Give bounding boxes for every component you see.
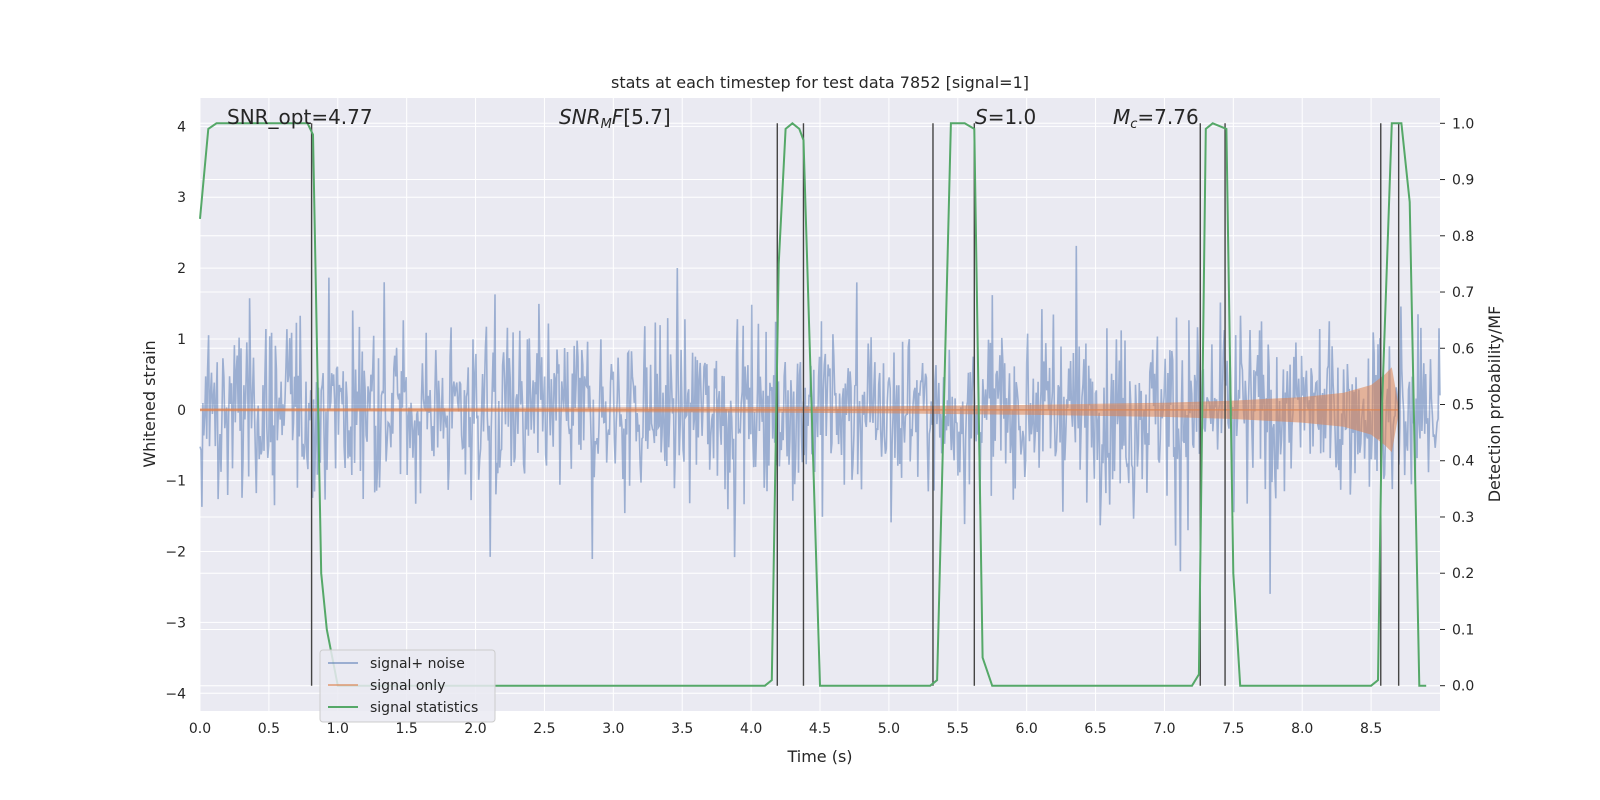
snr-mf-annotation: SNRMF[5.7] bbox=[559, 105, 671, 132]
x-tick-label: 5.5 bbox=[947, 721, 969, 737]
x-axis-label: Time (s) bbox=[786, 747, 852, 766]
y2-axis-ticks: 1.0 0.9 0.8 0.7 0.6 0.5 0.4 0.3 0.2 0.1 0.0 bbox=[1440, 116, 1474, 695]
signal-noise-line bbox=[199, 245, 1441, 594]
y-tick-label: 1 bbox=[177, 332, 186, 348]
mc-annotation: Mc=7.76 bbox=[1113, 105, 1199, 132]
y2-tick-label: 0.7 bbox=[1452, 285, 1474, 301]
y-tick-label: 0 bbox=[177, 403, 186, 419]
snr-opt-annotation: SNR_opt=4.77 bbox=[227, 105, 373, 129]
y-tick-label: −3 bbox=[165, 615, 186, 631]
y-tick-label: −1 bbox=[165, 474, 186, 490]
series-signal-noise bbox=[199, 245, 1441, 594]
y2-tick-label: 0.5 bbox=[1452, 398, 1474, 414]
x-tick-label: 1.5 bbox=[396, 721, 418, 737]
legend-label-signal-statistics: signal statistics bbox=[370, 700, 478, 716]
legend-box bbox=[319, 649, 496, 723]
y-axis-ticks: 4 3 2 1 0 −1 −2 −3 −4 bbox=[165, 119, 186, 702]
x-tick-label: 2.0 bbox=[464, 721, 486, 737]
y2-axis-label: Detection probability/MF bbox=[1485, 306, 1504, 503]
s-annotation: S=1.0 bbox=[975, 105, 1036, 129]
x-tick-label: 3.5 bbox=[671, 721, 693, 737]
y2-tick-label: 0.0 bbox=[1452, 679, 1474, 695]
y-tick-label: 4 bbox=[177, 119, 186, 135]
x-tick-label: 4.5 bbox=[809, 721, 831, 737]
chart-title: stats at each timestep for test data 785… bbox=[611, 73, 1029, 92]
series-signal-statistics bbox=[199, 122, 1427, 687]
y2-tick-label: 0.9 bbox=[1452, 173, 1474, 189]
y2-tick-label: 0.3 bbox=[1452, 510, 1474, 526]
x-tick-label: 0.0 bbox=[189, 721, 211, 737]
snr-mf-value: [5.7] bbox=[623, 105, 670, 129]
y-tick-label: 3 bbox=[177, 190, 186, 206]
x-tick-label: 6.0 bbox=[1016, 721, 1038, 737]
x-tick-label: 3.0 bbox=[602, 721, 624, 737]
x-tick-label: 6.5 bbox=[1084, 721, 1106, 737]
signal-statistics-line bbox=[199, 122, 1427, 687]
series-signal-only bbox=[200, 367, 1399, 453]
legend-label-signal-noise: signal+ noise bbox=[370, 656, 465, 672]
mc-value: =7.76 bbox=[1137, 105, 1198, 129]
y-axis-label: Whitened strain bbox=[140, 340, 159, 467]
y2-tick-label: 0.4 bbox=[1452, 454, 1474, 470]
y-tick-label: −2 bbox=[165, 545, 186, 561]
y2-tick-label: 1.0 bbox=[1452, 116, 1474, 132]
x-tick-label: 8.5 bbox=[1360, 721, 1382, 737]
x-tick-label: 8.0 bbox=[1291, 721, 1313, 737]
y-tick-label: −4 bbox=[165, 686, 186, 702]
x-tick-label: 1.0 bbox=[327, 721, 349, 737]
x-tick-label: 2.5 bbox=[533, 721, 555, 737]
y2-tick-label: 0.2 bbox=[1452, 566, 1474, 582]
y-tick-label: 2 bbox=[177, 261, 186, 277]
y2-tick-label: 0.1 bbox=[1452, 622, 1474, 638]
x-tick-label: 7.5 bbox=[1222, 721, 1244, 737]
x-tick-label: 5.0 bbox=[878, 721, 900, 737]
x-axis-ticks: 0.0 0.5 1.0 1.5 2.0 2.5 3.0 3.5 4.0 4.5 5.0 5.5 6.0 6… bbox=[189, 721, 1382, 737]
legend-label-signal-only: signal only bbox=[370, 678, 445, 694]
y2-tick-label: 0.8 bbox=[1452, 229, 1474, 245]
x-tick-label: 4.0 bbox=[740, 721, 762, 737]
s-value: =1.0 bbox=[988, 105, 1037, 129]
x-tick-label: 7.0 bbox=[1153, 721, 1175, 737]
legend: signal+ noise signal only signal statist… bbox=[319, 649, 496, 723]
x-tick-label: 0.5 bbox=[258, 721, 280, 737]
y2-tick-label: 0.6 bbox=[1452, 341, 1474, 357]
